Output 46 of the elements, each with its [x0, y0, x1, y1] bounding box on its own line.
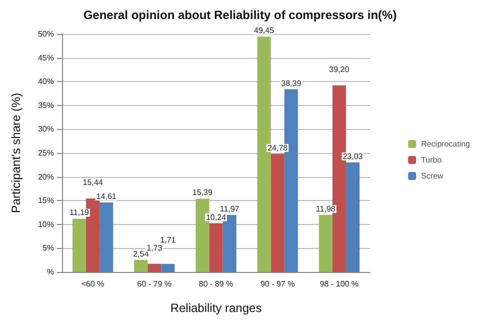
data-label: 23,03 [342, 152, 364, 161]
y-tick-label: 5% [42, 244, 54, 253]
legend-label: Screw [421, 172, 444, 180]
data-label: 1,71 [160, 235, 176, 244]
x-tick-label: <60 % [81, 280, 104, 288]
x-tick-label: 60 - 79 % [137, 280, 172, 288]
bar [148, 264, 162, 272]
data-label: 11,97 [220, 204, 240, 214]
data-label: 11,98 [316, 204, 336, 214]
legend-label: Turbo [421, 156, 442, 164]
data-label: 14,61 [96, 192, 117, 201]
y-tick-label: 40% [38, 77, 54, 86]
data-label: 15,39 [192, 188, 214, 198]
y-tick-label: 15% [38, 196, 54, 206]
chart-title: General opinion about Reliability of compressors in(%) [83, 8, 397, 22]
y-tick-label: 35% [38, 100, 54, 110]
y-tick-label: % [46, 268, 54, 276]
legend-label: Reciprocating [421, 140, 470, 148]
bar [134, 260, 148, 272]
data-label: 24,78 [268, 144, 288, 153]
x-tick-label: 90 - 97 % [260, 280, 295, 288]
y-tick-label: 50% [38, 30, 54, 38]
y-tick-label: 25% [38, 148, 54, 158]
y-tick-label: 45% [38, 53, 54, 62]
x-tick-label: 80 - 89 % [198, 280, 234, 288]
data-label: 10,24 [206, 212, 227, 222]
x-tick-label: 98 - 100 % [320, 280, 359, 288]
bar [270, 154, 284, 272]
bar [209, 223, 223, 272]
bar [100, 202, 114, 272]
data-label: 11,19 [70, 208, 90, 218]
y-tick-label: 20% [38, 172, 54, 182]
y-axis-title: Participant's share (%) [9, 92, 23, 214]
bar [346, 162, 360, 272]
data-label: 1,73 [146, 243, 163, 252]
data-label: 39,20 [329, 64, 350, 74]
bar [318, 214, 332, 272]
data-label: 38,39 [281, 78, 302, 88]
bar [72, 218, 86, 272]
y-tick-label: 10% [38, 220, 54, 229]
bar [161, 264, 175, 272]
data-label: 15,44 [82, 178, 104, 188]
data-label: 2,54 [133, 249, 150, 258]
x-axis-title: Reliability ranges [170, 301, 262, 315]
y-tick-label: 30% [38, 124, 54, 134]
data-label: 49,45 [254, 26, 275, 36]
